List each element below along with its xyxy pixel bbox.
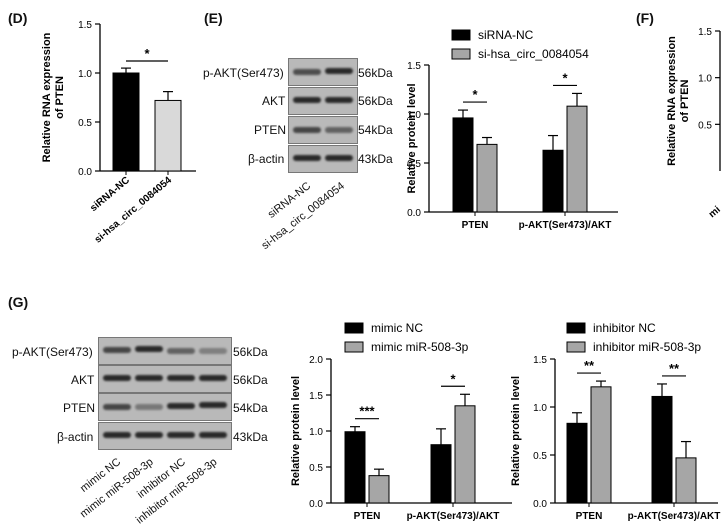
y-axis-label: of PTEN [679, 80, 691, 123]
significance-label: * [562, 70, 568, 85]
panel-letter-f: (F) [636, 10, 654, 26]
y-tick-label: 1.5 [407, 61, 421, 72]
significance-label: * [450, 371, 456, 386]
kda-pakt: 56kDa [233, 345, 268, 359]
kda-bactin: 43kDa [233, 430, 268, 444]
blot-strip-pten [288, 116, 358, 144]
bar [651, 395, 673, 504]
panel-e-chart: 0.0 0.5 1.0 1.5 Relative protein level PTEN * p… [406, 28, 618, 231]
panel-d-chart: 0.0 0.5 1.0 1.5 Relative RNA expression of PT… [41, 20, 196, 245]
legend-swatch [344, 322, 364, 334]
bar [590, 386, 612, 504]
y-tick-label: 1.0 [533, 403, 547, 414]
y-tick-label: 1.5 [78, 20, 92, 31]
blot-strip-bactin [288, 145, 358, 173]
significance-label: * [144, 46, 150, 61]
significance-label: *** [359, 404, 375, 419]
y-tick-label: 1.0 [309, 427, 323, 438]
legend-label: inhibitor NC [593, 321, 656, 335]
blot-label-bactin: β-actin [248, 152, 285, 166]
legend-swatch [451, 48, 471, 60]
significance-label: ** [669, 361, 680, 376]
panel-letter-e: (E) [204, 10, 223, 26]
blot-label-pten: PTEN [63, 401, 96, 415]
legend-label: mimic miR-508-3p [371, 340, 469, 354]
blot-strip-bactin [98, 422, 232, 450]
y-tick-label: 0.5 [78, 118, 92, 129]
x-tick-label: PTEN [354, 511, 381, 522]
legend-swatch [566, 322, 586, 334]
y-tick-label: 1.5 [698, 27, 712, 38]
y-tick-label: 1.0 [407, 110, 421, 121]
legend-label: mimic NC [371, 321, 423, 335]
x-tick-label: p-AKT(Ser473)/AKT [519, 220, 612, 231]
kda-akt: 56kDa [233, 373, 268, 387]
y-tick-label: 1.0 [78, 69, 92, 80]
y-tick-label: 0.5 [533, 451, 547, 462]
blot-label-pakt: p-AKT(Ser473) [203, 66, 284, 80]
x-tick-label: p-AKT(Ser473)/AKT [407, 511, 500, 522]
legend-swatch [451, 29, 471, 41]
panel-f-chart: 0.5 1.0 1.5 Relative RNA expression of PTEN m… [666, 27, 722, 220]
kda-pten: 54kDa [358, 123, 393, 137]
y-tick-label: 1.0 [698, 74, 712, 85]
kda-pakt: 56kDa [358, 66, 393, 80]
y-axis-label: Relative RNA expression [41, 32, 53, 162]
y-tick-label: 0.5 [698, 120, 712, 131]
y-tick-label: 0.0 [78, 167, 92, 178]
significance-label: * [472, 87, 478, 102]
y-axis-label: Relative protein level [510, 376, 522, 486]
bar [566, 422, 588, 504]
significance-label: ** [584, 358, 595, 373]
panel-letter-g: (G) [8, 294, 29, 310]
y-tick-label: 0.0 [533, 499, 547, 510]
blot-strip-pten [98, 393, 232, 421]
y-axis-label: Relative RNA expression [666, 36, 678, 166]
blot-label-akt: AKT [262, 94, 286, 108]
legend-swatch [344, 341, 364, 353]
y-tick-label: 0.0 [309, 499, 323, 510]
x-tick-label: mi [707, 204, 722, 220]
kda-akt: 56kDa [358, 94, 393, 108]
y-tick-label: 0.0 [407, 208, 421, 219]
panel-letter-d: (D) [8, 10, 28, 26]
x-tick-label: PTEN [576, 511, 603, 522]
y-tick-label: 1.5 [533, 355, 547, 366]
bar [154, 99, 182, 172]
blot-label-bactin: β-actin [57, 430, 94, 444]
y-tick-label: 0.5 [309, 463, 323, 474]
blot-label-pakt: p-AKT(Ser473) [12, 345, 93, 359]
bar [675, 457, 697, 504]
kda-bactin: 43kDa [358, 152, 393, 166]
y-axis-label: of PTEN [54, 76, 66, 119]
x-tick-label: p-AKT(Ser473)/AKT [628, 511, 721, 522]
x-tick-label: PTEN [462, 220, 489, 231]
blot-label-pten: PTEN [254, 123, 287, 137]
blot-strip-pakt [288, 58, 358, 86]
y-axis-label: Relative protein level [290, 376, 302, 486]
legend-swatch [566, 341, 586, 353]
y-tick-label: 2.0 [309, 355, 323, 366]
blot-label-akt: AKT [71, 373, 95, 387]
y-tick-label: 1.5 [309, 391, 323, 402]
kda-pten: 54kDa [233, 401, 268, 415]
blot-strip-pakt [98, 337, 232, 365]
legend-label: inhibitor miR-508-3p [593, 340, 701, 354]
legend-label: si-hsa_circ_0084054 [478, 47, 589, 61]
blot-strip-akt [288, 87, 358, 115]
blot-strip-akt [98, 365, 232, 393]
y-tick-label: 0.5 [407, 159, 421, 170]
y-axis-label: Relative protein level [406, 83, 418, 193]
legend-label: siRNA-NC [478, 28, 534, 42]
